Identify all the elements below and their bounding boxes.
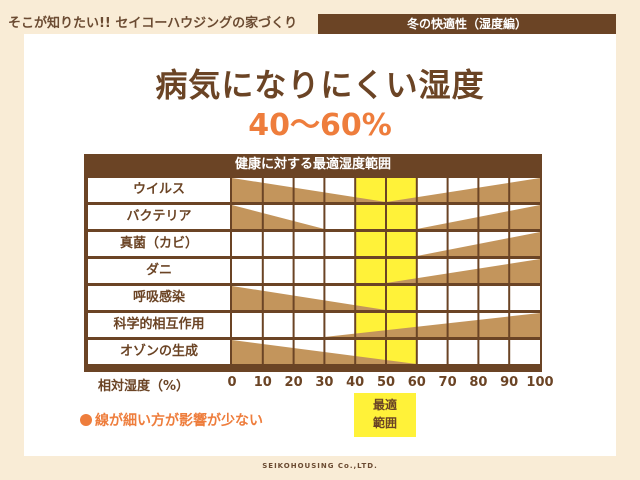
legend-text: 線が細い方が影響が少ない (95, 413, 263, 429)
main-title: 病気になりにくい湿度 (155, 66, 485, 104)
row-label: バクテリア (88, 205, 230, 229)
optimal-range-tag (354, 393, 416, 437)
humidity-impact-plot (232, 178, 540, 364)
footer-company: SEIKOHOUSING Co.,LTD. (262, 462, 378, 470)
x-tick-label: 90 (500, 375, 519, 390)
row-label: 科学的相互作用 (88, 313, 230, 337)
impact-wedge-high-humidity (386, 259, 540, 283)
x-tick-label: 60 (407, 375, 426, 390)
legend: 線が細い方が影響が少ない (80, 410, 263, 430)
x-tick-label: 20 (284, 375, 303, 390)
row-label: ウイルス (88, 178, 230, 202)
x-tick-label: 30 (315, 375, 334, 390)
row-label: 呼吸感染 (88, 286, 230, 310)
optimal-range-label-line: 範囲 (372, 416, 397, 430)
x-tick-label: 50 (376, 375, 396, 390)
x-tick-label: 0 (227, 375, 237, 390)
impact-wedge-low-humidity (232, 286, 386, 310)
x-tick-label: 70 (438, 375, 457, 390)
optimal-range-label-line: 最適 (372, 398, 397, 412)
chart-title: 健康に対する最適湿度範囲 (84, 154, 542, 175)
row-label: ダニ (88, 259, 230, 283)
row-label: オゾンの生成 (88, 340, 230, 364)
x-tick-label: 80 (469, 375, 488, 390)
orange-dot-icon (80, 414, 92, 426)
humidity-range-title: 40〜60% (248, 108, 392, 143)
x-tick-label: 10 (253, 375, 272, 390)
impact-wedge-high-humidity (386, 178, 540, 202)
series-title: そこが知りたい!! セイコーハウジングの家づくり (8, 16, 298, 31)
topic-tab: 冬の快適性（湿度編） (318, 14, 616, 34)
optimal-range-label: 最適 範囲 (354, 396, 416, 432)
x-axis-label: 相対湿度（%） (98, 379, 190, 394)
impact-wedge-high-humidity (324, 313, 540, 337)
x-tick-label: 100 (526, 375, 554, 390)
row-label: 真菌（カビ） (88, 232, 230, 256)
impact-wedge-low-humidity (232, 178, 386, 202)
x-tick-label: 40 (346, 375, 365, 390)
